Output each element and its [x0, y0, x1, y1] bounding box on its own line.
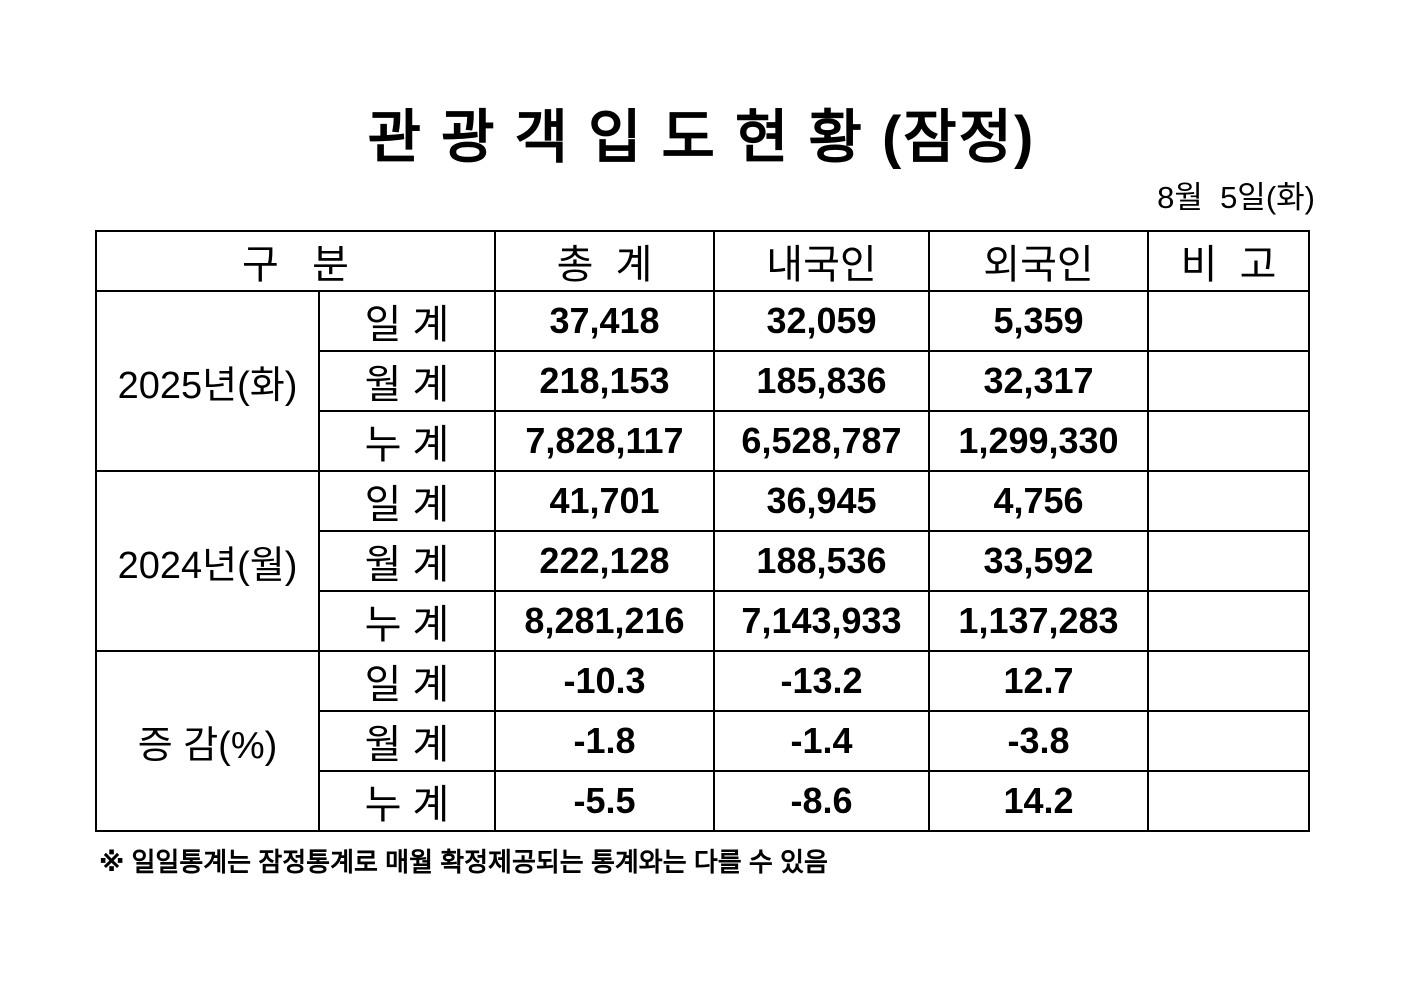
value-total: 41,701	[494, 470, 715, 532]
remarks-cell	[1147, 350, 1310, 412]
value-foreign: 5,359	[928, 290, 1149, 352]
table-row-2025-cumulative: 누 계 7,828,117 6,528,787 1,299,330	[96, 410, 1310, 472]
document-title: 관 광 객 입 도 현 황 (잠정)	[367, 105, 1036, 170]
remarks-cell	[1147, 770, 1310, 832]
section-label-2025: 2025년(화)	[95, 290, 320, 472]
row-label-monthly: 월 계	[318, 710, 496, 772]
value-total: 37,418	[494, 290, 715, 352]
table-row-change-daily: 증 감(%) 일 계 -10.3 -13.2 12.7	[95, 650, 1310, 832]
value-domestic: 6,528,787	[713, 410, 930, 472]
table-row-change-monthly: 월 계 -1.8 -1.4 -3.8	[96, 710, 1310, 772]
value-domestic: -8.6	[713, 770, 930, 832]
header-total: 총 계	[494, 230, 715, 292]
value-total: 218,153	[494, 350, 715, 412]
value-total: 222,128	[494, 530, 715, 592]
value-foreign: 32,317	[928, 350, 1149, 412]
remarks-cell	[1147, 470, 1310, 532]
table-row-2025-monthly: 월 계 218,153 185,836 32,317	[96, 350, 1310, 412]
value-domestic: -13.2	[713, 650, 930, 712]
remarks-cell	[1147, 710, 1310, 772]
value-foreign: 14.2	[928, 770, 1149, 832]
row-label-monthly: 월 계	[318, 350, 496, 412]
value-domestic: -1.4	[713, 710, 930, 772]
remarks-cell	[1147, 650, 1310, 712]
value-total: -5.5	[494, 770, 715, 832]
section-label-2024: 2024년(월)	[95, 470, 320, 652]
table-row-change-cumulative: 누 계 -5.5 -8.6 14.2	[96, 770, 1310, 832]
footnote: ※ 일일통계는 잠정통계로 매월 확정제공되는 통계와는 다를 수 있음	[99, 847, 828, 877]
section-label-change: 증 감(%)	[95, 650, 320, 832]
report-date: 8월 5일(화)	[1157, 180, 1315, 215]
value-total: 7,828,117	[494, 410, 715, 472]
header-foreign: 외국인	[928, 230, 1149, 292]
header-remarks: 비 고	[1147, 230, 1310, 292]
value-foreign: -3.8	[928, 710, 1149, 772]
header-domestic: 내국인	[713, 230, 930, 292]
header-category: 구 분	[95, 230, 496, 292]
value-foreign: 12.7	[928, 650, 1149, 712]
row-label-cumulative: 누 계	[318, 770, 496, 832]
remarks-cell	[1147, 590, 1310, 652]
table-header-row: 구 분 총 계 내국인 외국인 비 고	[95, 230, 1310, 292]
row-label-daily: 일 계	[318, 470, 496, 532]
row-label-daily: 일 계	[318, 290, 496, 352]
remarks-cell	[1147, 410, 1310, 472]
value-total: -1.8	[494, 710, 715, 772]
remarks-cell	[1147, 530, 1310, 592]
value-foreign: 1,137,283	[928, 590, 1149, 652]
value-total: -10.3	[494, 650, 715, 712]
value-foreign: 1,299,330	[928, 410, 1149, 472]
table-row-2025-daily: 2025년(화) 일 계 37,418 32,059 5,359	[95, 290, 1310, 472]
value-total: 8,281,216	[494, 590, 715, 652]
value-domestic: 36,945	[713, 470, 930, 532]
value-domestic: 7,143,933	[713, 590, 930, 652]
value-foreign: 4,756	[928, 470, 1149, 532]
remarks-cell	[1147, 290, 1310, 352]
table-row-2024-daily: 2024년(월) 일 계 41,701 36,945 4,756	[95, 470, 1310, 652]
row-label-cumulative: 누 계	[318, 590, 496, 652]
value-foreign: 33,592	[928, 530, 1149, 592]
value-domestic: 32,059	[713, 290, 930, 352]
table-row-2024-monthly: 월 계 222,128 188,536 33,592	[96, 530, 1310, 592]
table-row-2024-cumulative: 누 계 8,281,216 7,143,933 1,137,283	[96, 590, 1310, 652]
row-label-daily: 일 계	[318, 650, 496, 712]
value-domestic: 188,536	[713, 530, 930, 592]
value-domestic: 185,836	[713, 350, 930, 412]
tourist-arrivals-table: 구 분 총 계 내국인 외국인 비 고 2025년(화) 일 계 37,418 …	[95, 230, 1310, 832]
row-label-monthly: 월 계	[318, 530, 496, 592]
row-label-cumulative: 누 계	[318, 410, 496, 472]
